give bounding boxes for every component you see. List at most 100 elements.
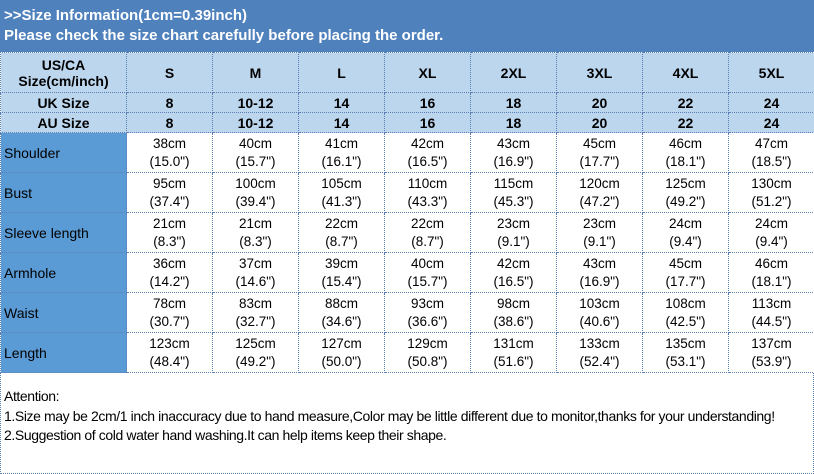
cm-value: 42cm <box>385 135 470 153</box>
size-label-header: US/CA Size(cm/inch) <box>1 53 127 93</box>
au-size-value: 16 <box>385 113 471 133</box>
inch-value: (15.4") <box>299 273 384 291</box>
measurement-cell: 127cm(50.0") <box>299 333 385 373</box>
inch-value: (9.4") <box>643 233 728 251</box>
measurement-cell: 22cm(8.7") <box>299 213 385 253</box>
attention-notes: Attention: 1.Size may be 2cm/1 inch inac… <box>0 373 814 474</box>
inch-value: (17.7") <box>557 153 642 171</box>
cm-value: 130cm <box>729 175 814 193</box>
size-header: 5XL <box>729 53 814 93</box>
cm-value: 103cm <box>557 295 642 313</box>
inch-value: (49.2") <box>213 353 298 371</box>
measurement-cell: 110cm(43.3") <box>385 173 471 213</box>
cm-value: 88cm <box>299 295 384 313</box>
size-header: M <box>213 53 299 93</box>
inch-value: (53.9") <box>729 353 814 371</box>
measurement-cell: 40cm(15.7") <box>213 133 299 173</box>
inch-value: (49.2") <box>643 193 728 211</box>
measurement-cell: 93cm(36.6") <box>385 293 471 333</box>
banner-subtitle: Please check the size chart carefully be… <box>4 26 810 46</box>
measurement-cell: 38cm(15.0") <box>127 133 213 173</box>
measurement-cell: 113cm(44.5") <box>729 293 814 333</box>
inch-value: (42.5") <box>643 313 728 331</box>
measurement-cell: 45cm(17.7") <box>643 253 729 293</box>
note-item: 1.Size may be 2cm/1 inch inaccuracy due … <box>4 407 810 427</box>
measurement-cell: 88cm(34.6") <box>299 293 385 333</box>
cm-value: 45cm <box>643 255 728 273</box>
measurement-cell: 36cm(14.2") <box>127 253 213 293</box>
cm-value: 95cm <box>127 175 212 193</box>
cm-value: 135cm <box>643 335 728 353</box>
measurement-cell: 137cm(53.9") <box>729 333 814 373</box>
cm-value: 125cm <box>643 175 728 193</box>
cm-value: 123cm <box>127 335 212 353</box>
cm-value: 100cm <box>213 175 298 193</box>
inch-value: (50.0") <box>299 353 384 371</box>
cm-value: 22cm <box>299 215 384 233</box>
au-size-value: 22 <box>643 113 729 133</box>
uk-size-value: 10-12 <box>213 93 299 113</box>
cm-value: 22cm <box>385 215 470 233</box>
cm-value: 24cm <box>643 215 728 233</box>
cm-value: 24cm <box>729 215 814 233</box>
inch-value: (17.7") <box>643 273 728 291</box>
au-size-value: 18 <box>471 113 557 133</box>
cm-value: 105cm <box>299 175 384 193</box>
inch-value: (14.2") <box>127 273 212 291</box>
inch-value: (30.7") <box>127 313 212 331</box>
inch-value: (37.4") <box>127 193 212 211</box>
measurement-cell: 24cm(9.4") <box>729 213 814 253</box>
inch-value: (41.3") <box>299 193 384 211</box>
cm-value: 125cm <box>213 335 298 353</box>
measurement-label: Waist <box>1 293 127 333</box>
inch-value: (44.5") <box>729 313 814 331</box>
measurement-cell: 120cm(47.2") <box>557 173 643 213</box>
inch-value: (16.5") <box>471 273 556 291</box>
cm-value: 43cm <box>557 255 642 273</box>
cm-value: 93cm <box>385 295 470 313</box>
measurement-cell: 123cm(48.4") <box>127 333 213 373</box>
au-size-value: 24 <box>729 113 814 133</box>
measurement-cell: 23cm(9.1") <box>557 213 643 253</box>
measurement-cell: 130cm(51.2") <box>729 173 814 213</box>
inch-value: (36.6") <box>385 313 470 331</box>
measurement-cell: 39cm(15.4") <box>299 253 385 293</box>
cm-value: 43cm <box>471 135 556 153</box>
inch-value: (16.9") <box>471 153 556 171</box>
measurement-cell: 135cm(53.1") <box>643 333 729 373</box>
cm-value: 45cm <box>557 135 642 153</box>
cm-value: 38cm <box>127 135 212 153</box>
inch-value: (43.3") <box>385 193 470 211</box>
cm-value: 21cm <box>213 215 298 233</box>
cm-value: 41cm <box>299 135 384 153</box>
cm-value: 133cm <box>557 335 642 353</box>
cm-value: 129cm <box>385 335 470 353</box>
au-size-value: 14 <box>299 113 385 133</box>
size-header: XL <box>385 53 471 93</box>
measurement-cell: 98cm(38.6") <box>471 293 557 333</box>
inch-value: (15.7") <box>213 153 298 171</box>
inch-value: (34.6") <box>299 313 384 331</box>
uk-size-value: 22 <box>643 93 729 113</box>
measurement-cell: 46cm(18.1") <box>729 253 814 293</box>
cm-value: 113cm <box>729 295 814 313</box>
measurement-cell: 133cm(52.4") <box>557 333 643 373</box>
cm-value: 42cm <box>471 255 556 273</box>
inch-value: (9.1") <box>557 233 642 251</box>
banner-title: >>Size Information(1cm=0.39inch) <box>4 6 810 26</box>
measurement-label: Shoulder <box>1 133 127 173</box>
inch-value: (18.5") <box>729 153 814 171</box>
size-header: 4XL <box>643 53 729 93</box>
uk-size-value: 16 <box>385 93 471 113</box>
inch-value: (8.7") <box>299 233 384 251</box>
inch-value: (16.5") <box>385 153 470 171</box>
inch-value: (45.3") <box>471 193 556 211</box>
measurement-cell: 95cm(37.4") <box>127 173 213 213</box>
measurement-cell: 78cm(30.7") <box>127 293 213 333</box>
inch-value: (18.1") <box>643 153 728 171</box>
